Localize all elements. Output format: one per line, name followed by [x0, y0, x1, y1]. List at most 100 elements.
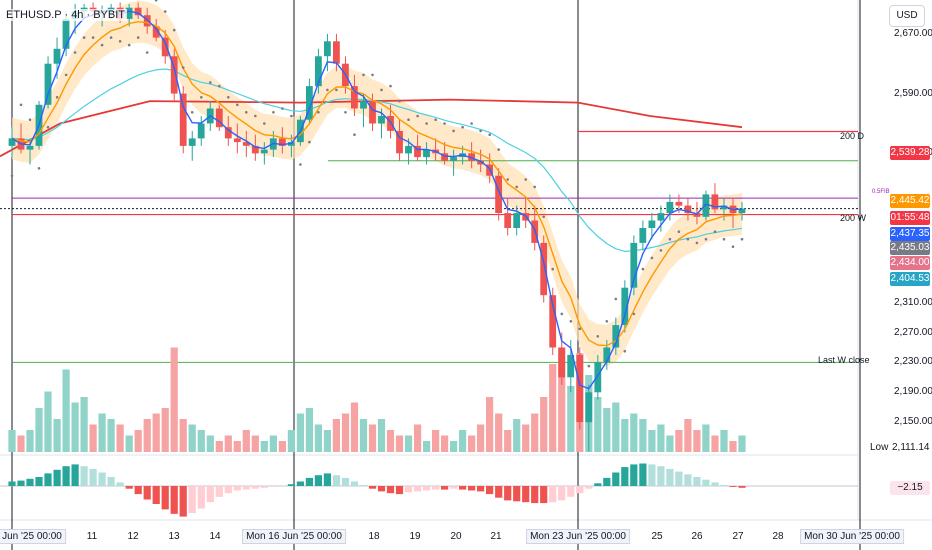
sar-dot [353, 133, 356, 136]
sar-dot [281, 107, 284, 110]
volume-bar [125, 435, 133, 452]
candle [197, 123, 205, 139]
oscillator-bar [531, 486, 539, 504]
volume-bar [603, 408, 611, 452]
oscillator-bar [89, 468, 97, 486]
oscillator-bar [648, 464, 656, 486]
candle [53, 48, 61, 64]
sar-dot [479, 129, 482, 133]
volume-bar [630, 413, 638, 452]
oscillator-bar [738, 486, 746, 488]
volume-bar [170, 347, 178, 452]
volume-bar [423, 441, 431, 452]
sar-dot [488, 133, 492, 136]
oscillator-bar [576, 486, 584, 494]
price-tag: 2,404.53 [890, 272, 930, 286]
oscillator-bar [368, 486, 377, 489]
sar-dot [272, 111, 275, 114]
price-tick-label: 2,230.00 [894, 356, 932, 368]
volume-bar [242, 430, 250, 452]
fib-label: 0.5FIB [872, 189, 890, 195]
volume-bar [414, 424, 422, 452]
sar-dot [398, 99, 401, 103]
sar-dot [560, 312, 564, 316]
sar-dot [740, 237, 744, 241]
price-tick-label: 2,270.00 [894, 326, 932, 338]
sar-dot [100, 43, 104, 47]
volume-bar [432, 430, 440, 452]
candle [251, 145, 259, 154]
candle [143, 15, 151, 27]
oscillator-value: −2.15 [890, 481, 930, 495]
sar-dot [425, 122, 428, 125]
sar-dot [362, 73, 365, 77]
candle [62, 18, 70, 49]
oscillator-bar [729, 486, 737, 487]
volume-bar [657, 424, 665, 452]
oscillator-bar [296, 481, 304, 486]
volume-bar [702, 424, 710, 452]
volume-bar [504, 430, 512, 452]
sar-dot [668, 237, 672, 241]
oscillator-bar [233, 486, 241, 491]
sar-dot [659, 249, 663, 252]
sar-dot [37, 167, 41, 170]
oscillator-bar [459, 486, 467, 490]
volume-bar [17, 435, 25, 452]
oscillator-bar [441, 486, 449, 490]
oscillator-bar [143, 486, 151, 500]
sar-dot [686, 237, 690, 241]
date-major-label: Mon 16 Jun '25 00:00 [242, 529, 346, 544]
oscillator-bar [350, 481, 359, 486]
sar-dot [677, 230, 681, 233]
sar-dot [461, 125, 464, 129]
sar-dot [91, 36, 95, 39]
oscillator-bar [161, 486, 169, 510]
oscillator-bar [468, 486, 476, 491]
volume-bar [648, 430, 656, 452]
volume-bar [107, 419, 115, 452]
oscillator-bar [594, 483, 602, 486]
sar-dot [227, 96, 230, 99]
sar-dot [10, 174, 14, 177]
oscillator-bar [17, 480, 25, 486]
volume-bar [332, 419, 340, 452]
sar-dot [299, 163, 302, 166]
sar-dot [389, 84, 392, 88]
volume-bar [269, 435, 277, 452]
oscillator-bar [197, 486, 205, 509]
candle [603, 347, 611, 363]
volume-bar [215, 441, 223, 452]
oscillator-bar [711, 482, 719, 486]
date-major-label: Mon 23 Jun '25 00:00 [526, 529, 630, 544]
candle [233, 138, 241, 143]
candle [107, 7, 115, 10]
volume-bar [323, 430, 331, 452]
volume-bar [134, 430, 142, 452]
sar-dot [200, 96, 203, 99]
currency-button[interactable]: USD [889, 5, 925, 27]
oscillator-bar [188, 486, 196, 513]
oscillator-bar [269, 486, 277, 487]
candle [549, 295, 557, 348]
volume-bar [26, 430, 34, 452]
candle [720, 205, 728, 210]
volume-bar [386, 430, 395, 452]
volume-bar [441, 435, 449, 452]
oscillator-bar [522, 486, 530, 503]
sar-dot [371, 73, 374, 77]
volume-bar [531, 413, 539, 452]
sar-dot [344, 111, 347, 114]
oscillator-bar [639, 463, 647, 486]
date-major-label: Jun '25 00:00 [0, 529, 66, 544]
sar-dot [335, 88, 338, 92]
volume-bar [62, 369, 70, 452]
sar-dot [236, 103, 239, 107]
oscillator-bar [71, 464, 79, 486]
candle [369, 101, 376, 124]
oscillator-bar [621, 467, 629, 486]
volume-bar [89, 424, 97, 452]
oscillator-bar [215, 486, 223, 497]
